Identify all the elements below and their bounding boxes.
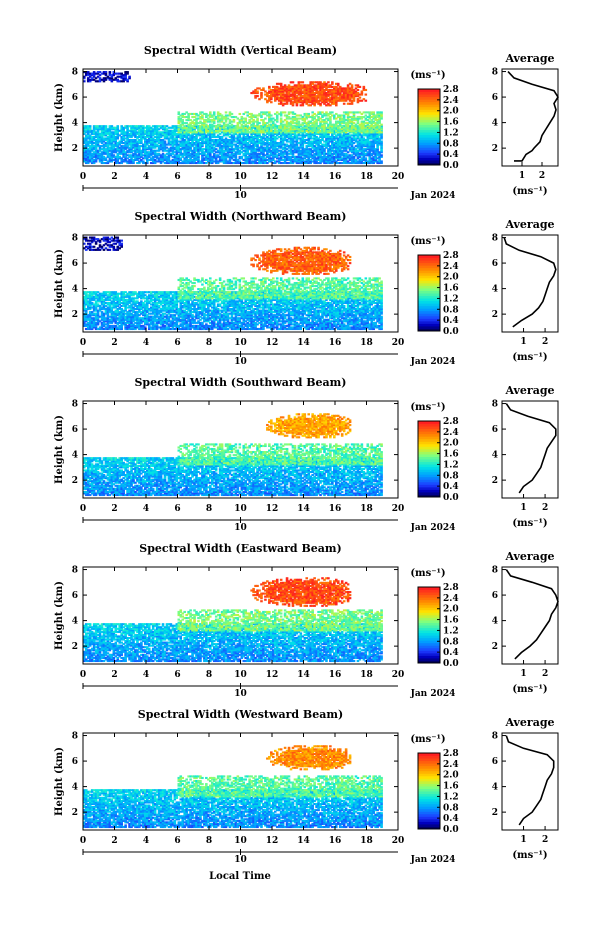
heatmap-cells: [83, 71, 383, 164]
heatmap-cell: [105, 125, 108, 127]
panel-1: Spectral Width (Vertical Beam)0 2 4 6 8 10 12 1…: [54, 44, 558, 201]
heatmap-cell: [164, 140, 167, 142]
heatmap-cell: [116, 125, 119, 127]
heatmap-cell: [89, 125, 92, 127]
spectral-width-figure: Spectral Width (Vertical Beam)0 2 4 6 8 10 12 1…: [0, 0, 610, 929]
panel-title: Spectral Width (Vertical Beam): [144, 44, 337, 57]
